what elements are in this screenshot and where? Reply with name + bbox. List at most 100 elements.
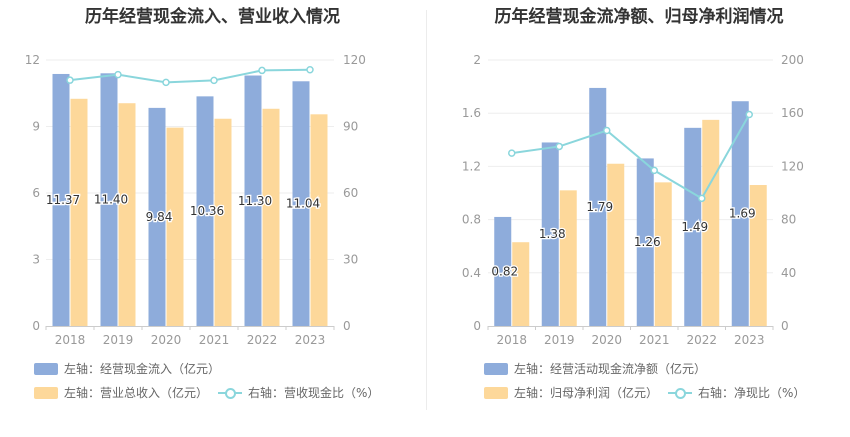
data-label: 11.04: [286, 197, 320, 211]
data-label: 9.84: [146, 210, 173, 224]
chart-plot: 0369120306090120201811.37201911.4020209.…: [25, 53, 366, 345]
x-tick-label: 2019: [103, 333, 134, 345]
x-tick-label: 2022: [686, 333, 717, 345]
line-point: [258, 66, 266, 75]
bar-secondary: [559, 190, 577, 326]
x-tick-label: 2023: [295, 333, 326, 345]
legend-label: 左轴：经营活动现金流净额（亿元）: [514, 362, 707, 376]
line-point: [210, 76, 218, 85]
x-tick-label: 2021: [199, 333, 230, 345]
x-tick-label: 2018: [55, 333, 86, 345]
x-tick-label: 2020: [591, 333, 622, 345]
x-tick-label: 2021: [639, 333, 670, 345]
legend-label: 右轴：营收现金比（%）: [248, 386, 380, 400]
legend-swatch: [34, 386, 58, 399]
data-label: 1.69: [729, 207, 756, 221]
data-label: 0.82: [491, 264, 518, 278]
y-tick-label-left: 9: [32, 120, 40, 134]
legend-item-net-profit[interactable]: 左轴：归母净利润（亿元）: [484, 384, 658, 401]
x-tick-label: 2023: [734, 333, 765, 345]
y-tick-label-right: 80: [781, 213, 796, 227]
legend-label: 左轴：归母净利润（亿元）: [514, 386, 659, 400]
y-tick-label-left: 0: [32, 319, 40, 333]
data-label: 1.79: [586, 200, 613, 214]
chart-title: 历年经营现金流净额、归母净利润情况: [494, 7, 784, 27]
y-tick-label-left: 2: [473, 53, 481, 67]
y-tick-label-left: 12: [25, 53, 40, 67]
x-tick-label: 2019: [544, 333, 575, 345]
bar-primary: [52, 73, 70, 326]
bar-secondary: [118, 103, 136, 326]
legend-label: 左轴：营业总收入（亿元）: [64, 386, 209, 400]
line-point: [66, 76, 74, 84]
y-tick-label-right: 200: [781, 53, 804, 67]
legend-label: 右轴：净现比（%）: [698, 386, 806, 400]
line-series: [511, 114, 751, 200]
data-label: 11.37: [46, 193, 80, 207]
bar-primary: [589, 87, 607, 327]
data-label: 10.36: [190, 204, 224, 218]
bar-secondary: [654, 182, 672, 326]
legend-item-revenue[interactable]: 左轴：营业总收入（亿元）: [34, 384, 208, 401]
x-tick-label: 2020: [151, 333, 182, 345]
chart-panel-net-cash-flow: 历年经营现金流净额、归母净利润情况 0 0.4 0.8 1.2 1.6 2 0 40 80 120…: [428, 0, 850, 437]
line-point: [650, 166, 658, 175]
y-tick-label-right: 0: [781, 319, 789, 333]
line-point: [745, 110, 753, 119]
y-tick-label-right: 120: [343, 53, 366, 67]
bar-secondary: [70, 98, 88, 327]
line-point: [114, 70, 122, 79]
bar-secondary: [702, 119, 720, 326]
panel-divider: [426, 10, 427, 410]
line-point: [306, 66, 314, 74]
data-label: 1.26: [634, 235, 661, 249]
legend-item-cash-inflow[interactable]: 左轴：经营现金流入（亿元）: [34, 360, 220, 377]
bar-secondary: [749, 185, 767, 326]
bar-primary: [731, 101, 749, 326]
line-point: [698, 194, 706, 203]
legend-line-marker: [668, 387, 692, 399]
legend-swatch: [484, 362, 508, 375]
bar-primary: [244, 75, 262, 327]
line-series: [69, 68, 311, 84]
y-tick-label-right: 160: [781, 106, 804, 120]
y-tick-label-right: 30: [343, 253, 358, 267]
y-tick-label-right: 120: [781, 159, 804, 173]
bar-primary: [196, 96, 214, 326]
legend-swatch: [34, 362, 58, 375]
bar-primary: [636, 158, 654, 326]
bar-secondary: [310, 114, 328, 326]
data-label: 11.30: [238, 194, 272, 208]
data-label: 1.49: [681, 220, 708, 234]
line-point: [555, 142, 563, 151]
x-tick-label: 2018: [496, 333, 527, 345]
bar-secondary: [512, 242, 530, 326]
y-tick-label-right: 60: [343, 186, 358, 200]
line-point: [603, 126, 611, 135]
bar-primary: [541, 142, 559, 326]
y-tick-label-right: 90: [343, 120, 358, 134]
legend-line-marker: [218, 387, 242, 399]
bar-secondary: [262, 108, 280, 327]
legend-item-cash-ratio[interactable]: 右轴：营收现金比（%）: [218, 384, 379, 401]
chart-title: 历年经营现金流入、营业收入情况: [85, 7, 340, 27]
legend-item-net-cash-flow[interactable]: 左轴：经营活动现金流净额（亿元）: [484, 360, 706, 377]
y-tick-label-left: 0.8: [462, 213, 481, 227]
y-tick-label-right: 0: [343, 319, 351, 333]
legend-label: 左轴：经营现金流入（亿元）: [64, 362, 221, 376]
line-point: [508, 149, 516, 157]
legend-swatch: [484, 386, 508, 399]
y-tick-label-left: 0: [473, 319, 481, 333]
legend-item-net-cash-ratio[interactable]: 右轴：净现比（%）: [668, 384, 805, 401]
bar-secondary: [214, 118, 232, 326]
y-tick-label-left: 1.6: [462, 106, 481, 120]
x-tick-label: 2022: [247, 333, 278, 345]
line-point: [162, 78, 170, 87]
y-tick-label-left: 6: [32, 186, 40, 200]
bar-primary: [494, 216, 512, 326]
bar-primary: [148, 107, 166, 326]
y-tick-label-left: 1.2: [462, 159, 481, 173]
bar-primary: [684, 127, 702, 326]
bar-primary: [100, 73, 118, 326]
data-label: 11.40: [94, 193, 128, 207]
